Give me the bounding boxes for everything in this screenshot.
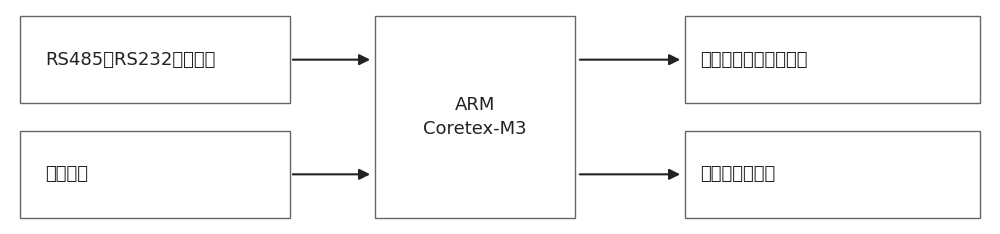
Text: 时钟模块: 时钟模块 (45, 165, 88, 183)
Bar (375, 16, 575, 218)
Text: ARM
Coretex-M3: ARM Coretex-M3 (423, 95, 527, 139)
Bar (20, 131, 290, 218)
Text: RS485、RS232通信模块: RS485、RS232通信模块 (45, 51, 215, 69)
Text: 输入电平比较检测电路: 输入电平比较检测电路 (700, 51, 808, 69)
Bar (20, 16, 290, 103)
Bar (685, 131, 980, 218)
Text: 输出空极点电路: 输出空极点电路 (700, 165, 775, 183)
Bar (685, 16, 980, 103)
